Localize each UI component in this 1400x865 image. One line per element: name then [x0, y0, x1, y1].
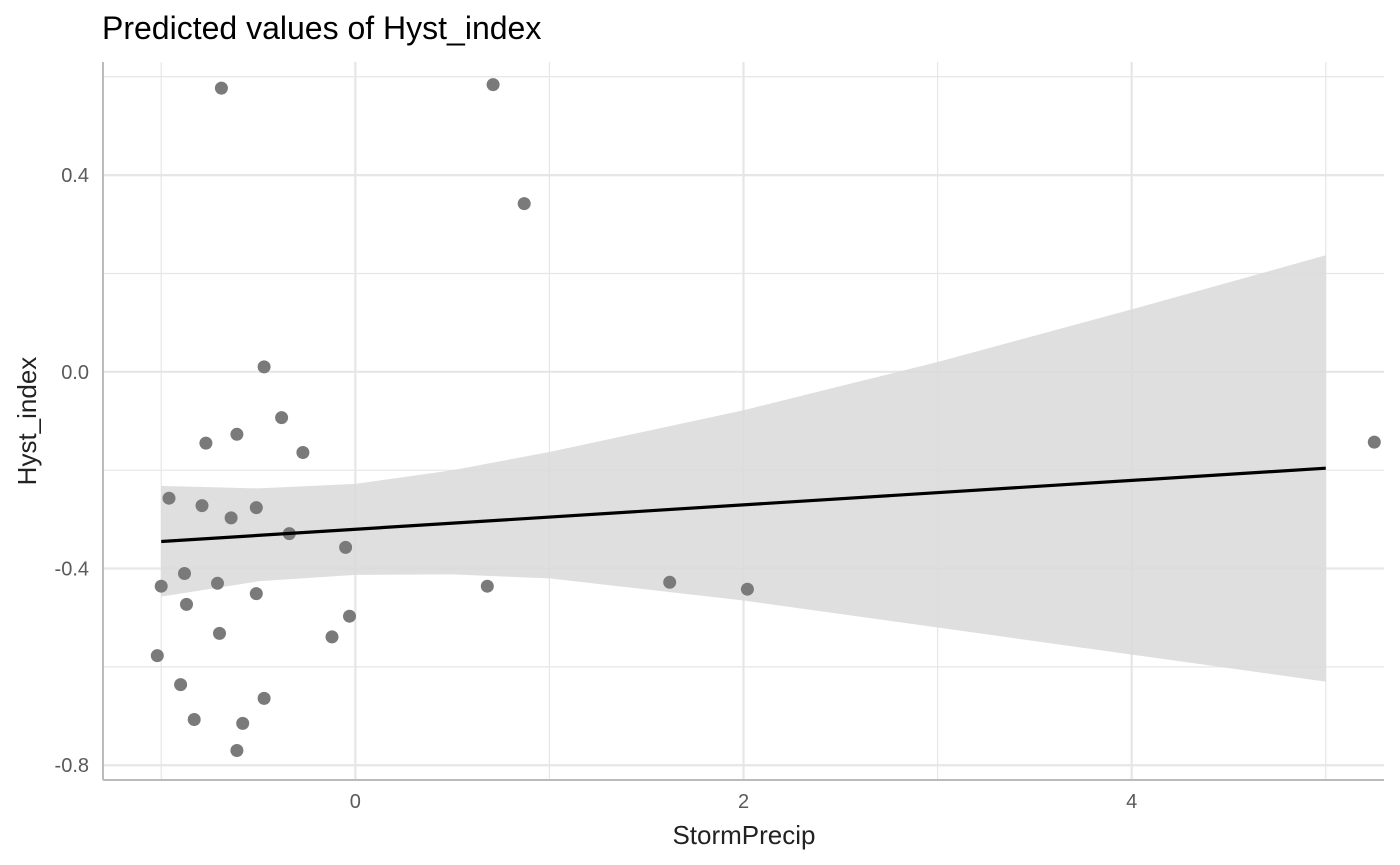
x-tick-label: 4: [1126, 791, 1137, 813]
data-point: [224, 511, 238, 525]
data-point: [339, 540, 353, 554]
data-point: [178, 567, 191, 580]
y-tick-label: -0.8: [55, 755, 89, 777]
x-tick-labels: 0 2 4: [350, 791, 1137, 813]
data-point: [1367, 435, 1381, 449]
fit-line: [161, 466, 1326, 544]
y-tick-label: 0.0: [61, 362, 89, 384]
confidence-ribbon: [161, 255, 1326, 682]
data-point: [249, 587, 263, 601]
data-point: [236, 716, 250, 730]
y-tick-labels: -0.8 -0.4 0.0 0.4: [55, 165, 89, 777]
chart-title: Predicted values of Hyst_index: [102, 10, 541, 46]
data-point: [257, 360, 271, 374]
x-axis-label: StormPrecip: [672, 820, 815, 850]
data-point: [257, 691, 271, 705]
data-point: [230, 744, 244, 757]
data-point: [211, 576, 224, 590]
data-point: [486, 78, 500, 92]
data-point: [517, 197, 531, 211]
y-tick-label: -0.4: [55, 559, 89, 581]
data-point: [480, 579, 494, 593]
y-tick-label: 0.4: [61, 165, 89, 187]
x-tick-label: 2: [738, 791, 749, 813]
data-point: [740, 582, 754, 596]
data-point: [150, 649, 164, 663]
y-axis-label: Hyst_index: [12, 357, 42, 486]
data-point: [230, 427, 244, 441]
data-point: [296, 446, 310, 459]
data-point: [180, 597, 193, 611]
data-point: [195, 499, 209, 513]
x-tick-label: 0: [350, 791, 361, 813]
data-point: [663, 575, 677, 589]
data-point: [214, 81, 228, 95]
data-point: [343, 609, 356, 623]
data-point: [325, 630, 339, 644]
data-point: [162, 491, 176, 505]
data-point: [154, 579, 168, 593]
data-point: [249, 501, 263, 515]
data-point: [199, 436, 213, 450]
data-point: [174, 678, 188, 692]
data-points: [150, 78, 1381, 757]
data-point: [187, 713, 201, 726]
data-point: [275, 411, 289, 425]
data-point: [213, 626, 226, 640]
